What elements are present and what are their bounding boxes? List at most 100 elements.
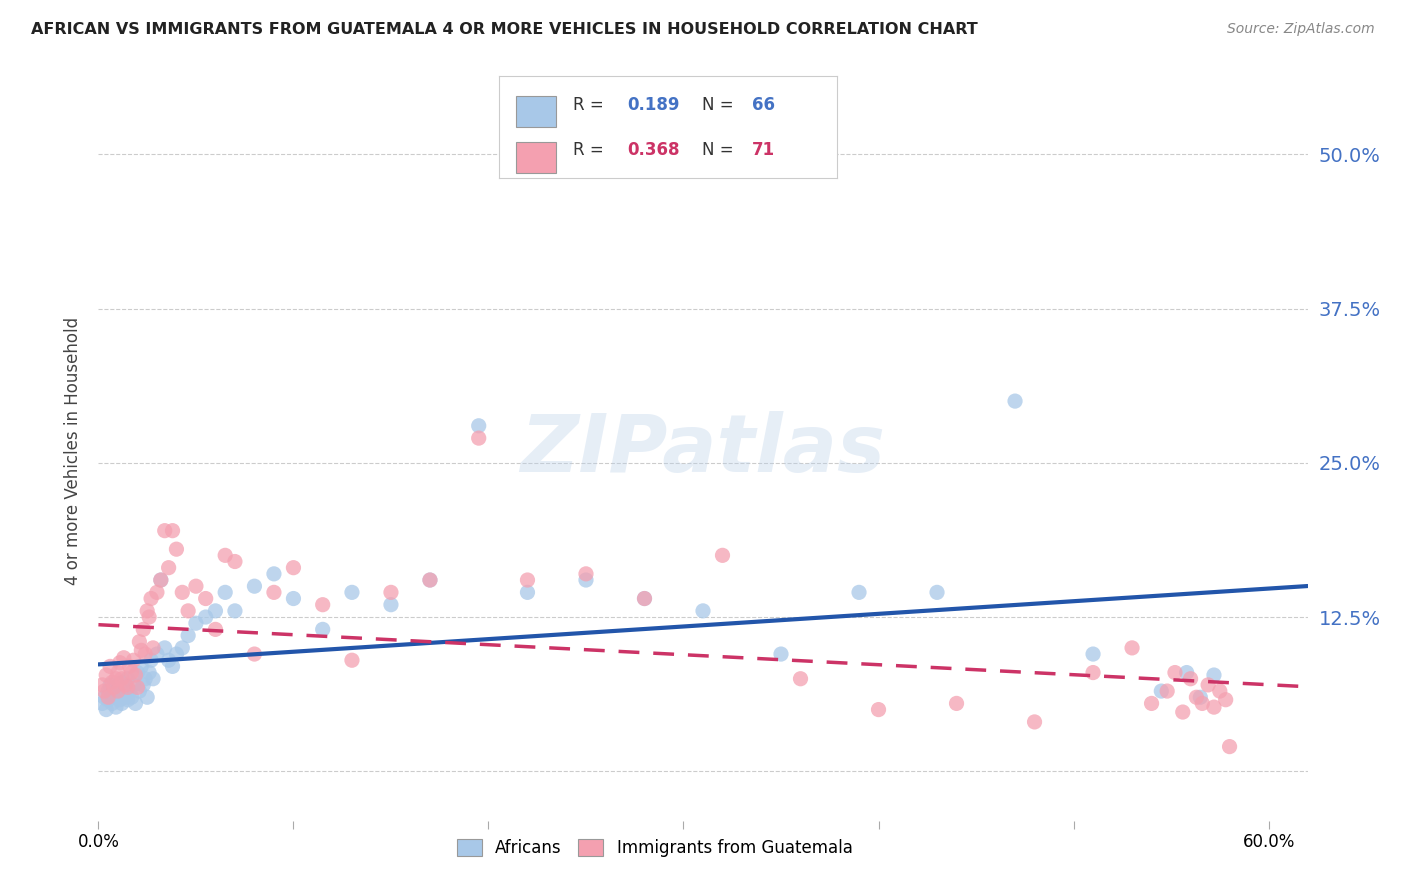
Point [117, 672, 139, 686]
Point [132, 678, 155, 692]
Point [122, 678, 145, 692]
Text: AFRICAN VS IMMIGRANTS FROM GUATEMALA 4 OR MORE VEHICLES IN HOUSEHOLD CORRELATION: AFRICAN VS IMMIGRANTS FROM GUATEMALA 4 O… [31, 22, 977, 37]
Point [114, 690, 136, 705]
Point [380, 598, 402, 612]
Text: 60.0%: 60.0% [1243, 833, 1295, 851]
Point [172, 585, 194, 599]
Point [467, 431, 489, 445]
Point [1150, 684, 1173, 698]
Point [575, 573, 598, 587]
Point [340, 585, 363, 599]
Point [139, 591, 162, 606]
Point [149, 573, 172, 587]
Point [136, 604, 159, 618]
Text: R =: R = [574, 95, 609, 113]
Point [108, 656, 131, 670]
Point [283, 591, 305, 606]
Point [132, 623, 155, 637]
Point [103, 681, 125, 695]
Text: R =: R = [574, 141, 609, 159]
Point [157, 560, 180, 574]
Point [224, 554, 246, 569]
Point [118, 684, 141, 698]
Text: N =: N = [702, 95, 738, 113]
Point [1202, 700, 1225, 714]
Point [516, 585, 538, 599]
Point [93, 690, 115, 705]
Bar [516, 96, 557, 127]
Point [692, 604, 714, 618]
Text: ZIPatlas: ZIPatlas [520, 411, 886, 490]
Point [108, 692, 131, 706]
Point [165, 647, 187, 661]
Point [91, 678, 114, 692]
Point [789, 672, 811, 686]
Point [467, 418, 489, 433]
Point [111, 675, 134, 690]
Point [194, 591, 217, 606]
Point [128, 684, 150, 698]
Point [96, 668, 118, 682]
Point [104, 700, 127, 714]
Point [184, 616, 207, 631]
Point [142, 672, 165, 686]
Point [128, 634, 150, 648]
Point [139, 653, 162, 667]
Point [243, 647, 266, 661]
Point [1004, 394, 1026, 409]
Point [146, 585, 169, 599]
Point [172, 640, 194, 655]
Point [153, 640, 176, 655]
Point [134, 647, 156, 661]
Point [111, 697, 134, 711]
Point [131, 643, 153, 657]
Text: 71: 71 [752, 141, 775, 159]
Point [312, 598, 335, 612]
Point [127, 681, 149, 695]
Point [165, 542, 187, 557]
Point [1202, 668, 1225, 682]
Point [380, 585, 402, 599]
Point [575, 566, 598, 581]
Text: 0.368: 0.368 [627, 141, 681, 159]
Text: N =: N = [702, 141, 738, 159]
Point [214, 585, 236, 599]
Point [122, 653, 145, 667]
Text: 0.189: 0.189 [627, 95, 681, 113]
Point [93, 684, 115, 698]
Point [107, 665, 129, 680]
Point [107, 684, 129, 698]
Point [117, 692, 139, 706]
Point [214, 549, 236, 563]
Point [177, 629, 200, 643]
Point [1175, 665, 1198, 680]
Point [312, 623, 335, 637]
Point [925, 585, 948, 599]
Point [263, 585, 285, 599]
Point [138, 610, 160, 624]
Point [131, 659, 153, 673]
Legend: Africans, Immigrants from Guatemala: Africans, Immigrants from Guatemala [450, 832, 859, 864]
Point [121, 690, 143, 705]
Point [103, 681, 125, 695]
Point [107, 690, 129, 705]
Point [945, 697, 967, 711]
Point [142, 640, 165, 655]
Point [134, 672, 156, 686]
Point [1156, 684, 1178, 698]
Point [1081, 665, 1104, 680]
Point [98, 678, 121, 692]
Point [711, 549, 734, 563]
Point [633, 591, 655, 606]
Point [97, 684, 120, 698]
Point [848, 585, 870, 599]
Point [124, 697, 146, 711]
Point [118, 659, 141, 673]
Point [1197, 678, 1219, 692]
Point [224, 604, 246, 618]
Point [868, 703, 890, 717]
Bar [516, 143, 557, 173]
Point [149, 573, 172, 587]
Point [112, 650, 135, 665]
Point [340, 653, 363, 667]
